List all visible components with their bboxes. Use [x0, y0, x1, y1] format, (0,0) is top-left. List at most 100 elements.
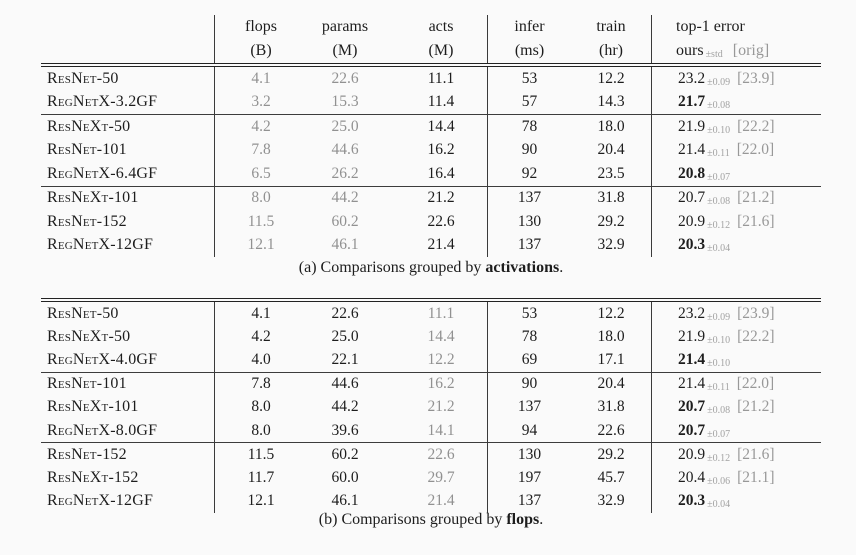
- params-value: 25.0: [331, 327, 359, 345]
- top1-orig: [22.0]: [736, 141, 775, 159]
- model-name: ResNet-50: [41, 67, 215, 91]
- table-row: ResNeXt-50 4.2 25.0 14.4 78 18.0 21.9 ±0.10 [22.…: [41, 115, 821, 139]
- top1-std: ±0.08: [707, 196, 731, 208]
- params-value: 22.6: [331, 69, 359, 87]
- model-name: RegNetX-12GF: [41, 233, 215, 257]
- table-row: ResNeXt-101 8.0 44.2 21.2 137 31.8 20.7 ±0.08 [2…: [41, 186, 821, 211]
- row-group: ResNeXt-101 8.0 44.2 21.2 137 31.8 20.7 ±0.08 [2…: [41, 185, 821, 258]
- header-std-label: ±std: [705, 48, 723, 60]
- train-value: 29.2: [571, 443, 652, 467]
- params-value: 44.6: [331, 141, 359, 159]
- table-row: ResNet-101 7.8 44.6 16.2 90 20.4 21.4 ±0.11 [22.…: [41, 372, 821, 396]
- acts-value: 16.2: [383, 138, 488, 162]
- model-name: ResNet-50: [41, 302, 215, 326]
- train-value: 29.2: [571, 210, 652, 234]
- table-row: ResNet-152 11.5 60.2 22.6 130 29.2 20.9 ±0.12 [2…: [41, 210, 821, 234]
- caption-b-text: (b) Comparisons grouped by: [318, 511, 507, 528]
- table-header: flops params acts infer train top-1 erro…: [41, 15, 821, 63]
- model-name: RegNetX-12GF: [41, 489, 215, 513]
- top1-value: 20.9: [678, 212, 706, 230]
- table-row: ResNeXt-50 4.2 25.0 14.4 78 18.0 21.9 ±0.10 [22.…: [41, 325, 821, 349]
- caption-b-period: .: [539, 511, 544, 528]
- header-ours-label: ours: [676, 42, 704, 59]
- caption-activations: (a) Comparisons grouped by activations.: [41, 259, 821, 281]
- header-unit-row: (B) (M) (M) (ms) (hr) ours ±std [orig]: [41, 39, 821, 63]
- infer-value: 92: [521, 164, 538, 182]
- acts-value: 22.6: [383, 443, 488, 467]
- flops-value: 4.1: [251, 304, 271, 322]
- top1-std: ±0.12: [707, 219, 731, 231]
- flops-value: 8.0: [251, 398, 271, 416]
- infer-value: 78: [521, 117, 538, 135]
- top1-error-cell: 21.4 ±0.10: [652, 348, 821, 371]
- top1-orig: [21.6]: [737, 212, 775, 230]
- train-value: 45.7: [571, 466, 652, 490]
- table-row: RegNetX-12GF 12.1 46.1 21.4 137 32.9 20.3 ±0.04: [41, 489, 821, 513]
- top1-std: ±0.04: [707, 243, 731, 255]
- top1-error-cell: 21.4 ±0.11 [22.0]: [652, 139, 821, 163]
- header-model-blank: [41, 39, 215, 63]
- top1-error-cell: 23.2 ±0.09 [23.9]: [652, 302, 821, 325]
- top1-std: ±0.10: [707, 357, 731, 369]
- top1-error-cell: 20.7 ±0.07: [652, 419, 821, 442]
- model-name: RegNetX-3.2GF: [41, 90, 215, 114]
- infer-value: 90: [521, 375, 538, 393]
- top1-orig: [22.0]: [736, 375, 775, 393]
- top1-value: 20.7: [678, 398, 706, 416]
- acts-value: 16.2: [383, 372, 488, 396]
- caption-flops: (b) Comparisons grouped by flops.: [41, 511, 821, 533]
- row-group: ResNet-152 11.5 60.2 22.6 130 29.2 20.9 ±0.12 [2…: [41, 442, 821, 513]
- params-value: 44.2: [331, 189, 359, 207]
- train-value: 17.1: [571, 348, 652, 372]
- table-row: RegNetX-8.0GF 8.0 39.6 14.1 94 22.6 20.7 ±0.07: [41, 418, 821, 443]
- flops-value: 8.0: [251, 189, 271, 207]
- infer-value: 137: [517, 236, 542, 254]
- row-group: ResNet-101 7.8 44.6 16.2 90 20.4 21.4 ±0.11 [22.…: [41, 371, 821, 443]
- top1-orig: [23.9]: [737, 69, 775, 87]
- top1-value: 23.2: [678, 69, 706, 87]
- acts-value: 21.2: [383, 186, 488, 210]
- top1-std: ±0.06: [707, 475, 731, 487]
- top1-error-cell: 21.9 ±0.10 [22.2]: [652, 115, 821, 139]
- top1-orig: [21.2]: [737, 398, 775, 416]
- train-value: 20.4: [571, 138, 652, 162]
- header-acts-unit: (M): [383, 39, 488, 63]
- top1-orig: [22.2]: [737, 117, 775, 135]
- header-flops: flops: [245, 18, 277, 35]
- flops-value: 11.7: [247, 468, 275, 486]
- top1-std: ±0.08: [707, 100, 731, 112]
- top1-value: 21.9: [678, 117, 706, 135]
- train-value: 23.5: [571, 162, 652, 186]
- flops-value: 4.2: [251, 117, 271, 135]
- flops-value: 4.0: [251, 350, 271, 368]
- top1-orig: [21.6]: [737, 445, 775, 463]
- train-value: 22.6: [571, 418, 652, 443]
- table-row: RegNetX-6.4GF 6.5 26.2 16.4 92 23.5 20.8 ±0.07: [41, 162, 821, 186]
- top1-error-cell: 21.9 ±0.10 [22.2]: [652, 325, 821, 348]
- acts-value: 11.4: [383, 90, 488, 114]
- top1-error-cell: 20.3 ±0.04: [652, 234, 821, 258]
- params-value: 60.2: [331, 212, 359, 230]
- top1-error-cell: 20.7 ±0.08 [21.2]: [652, 187, 821, 211]
- model-name: ResNeXt-50: [41, 325, 215, 349]
- header-params: params: [321, 18, 369, 35]
- acts-value: 21.4: [383, 489, 488, 513]
- flops-value: 7.8: [251, 375, 271, 393]
- train-value: 12.2: [571, 67, 652, 91]
- infer-value: 197: [517, 468, 542, 486]
- top1-std: ±0.07: [707, 428, 731, 440]
- model-name: ResNet-101: [41, 138, 215, 162]
- train-value: 14.3: [571, 90, 652, 114]
- train-value: 18.0: [571, 115, 652, 139]
- table-body-flops: ResNet-50 4.1 22.6 11.1 53 12.2 23.2 ±0.09 [23.9…: [41, 302, 821, 513]
- top1-error-cell: 23.2 ±0.09 [23.9]: [652, 67, 821, 91]
- params-value: 60.2: [331, 445, 359, 463]
- train-value: 32.9: [571, 489, 652, 513]
- header-infer-unit: (ms): [514, 42, 545, 59]
- train-value: 32.9: [571, 233, 652, 257]
- row-group: ResNet-50 4.1 22.6 11.1 53 12.2 23.2 ±0.09 [23.9…: [41, 302, 821, 372]
- params-value: 46.1: [331, 236, 359, 254]
- infer-value: 130: [517, 445, 542, 463]
- header-orig-label: [orig]: [732, 42, 770, 59]
- table-row: ResNet-50 4.1 22.6 11.1 53 12.2 23.2 ±0.09 [23.9…: [41, 302, 821, 326]
